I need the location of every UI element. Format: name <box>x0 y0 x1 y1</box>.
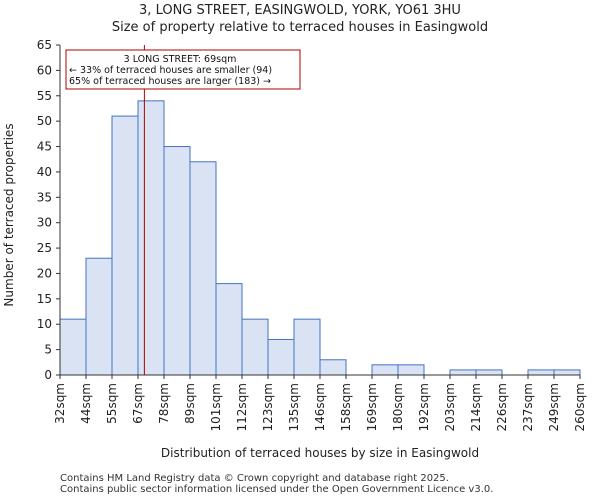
x-tick-label-44sqm: 44sqm <box>79 383 93 424</box>
y-tick-label-30: 30 <box>37 216 52 230</box>
bar-89sqm <box>189 161 217 376</box>
y-tick-label-10: 10 <box>37 317 52 331</box>
bar-169sqm <box>371 364 399 376</box>
bar-67sqm <box>137 100 165 376</box>
y-tick-label-35: 35 <box>37 190 52 204</box>
x-tick-label-237sqm: 237sqm <box>521 383 535 431</box>
histogram-chart: 0 5 10 15 20 25 30 35 40 45 50 55 60 65 32sqm 44sqm 55sq… <box>2 38 587 460</box>
annotation-line-3: 65% of terraced houses are larger (183) … <box>69 76 271 87</box>
x-tick-label-192sqm: 192sqm <box>417 383 431 431</box>
bar-180sqm <box>397 364 425 376</box>
x-tick-label-214sqm: 214sqm <box>469 383 483 431</box>
bars-group <box>59 100 581 376</box>
bar-237sqm <box>527 369 555 376</box>
bar-249sqm <box>553 369 581 376</box>
bar-78sqm <box>163 146 191 376</box>
y-tick-label-5: 5 <box>44 343 52 357</box>
y-tick-label-55: 55 <box>37 89 52 103</box>
bar-55sqm <box>111 115 139 376</box>
bar-203sqm <box>449 369 477 376</box>
y-tick-label-60: 60 <box>37 63 52 77</box>
x-tick-label-169sqm: 169sqm <box>365 383 379 431</box>
annotation-line-1: 3 LONG STREET: 69sqm <box>124 54 237 65</box>
x-tick-label-260sqm: 260sqm <box>573 383 587 431</box>
y-axis-label: Number of terraced properties <box>2 123 16 306</box>
y-tick-label-50: 50 <box>37 114 52 128</box>
bar-214sqm <box>475 369 503 376</box>
y-tick-label-25: 25 <box>37 241 52 255</box>
y-tick-label-15: 15 <box>37 292 52 306</box>
y-tick-label-0: 0 <box>44 368 52 382</box>
bar-101sqm <box>215 283 243 376</box>
y-tick-label-20: 20 <box>37 266 52 280</box>
bar-112sqm <box>241 318 269 376</box>
bar-44sqm <box>85 257 113 376</box>
x-tick-label-32sqm: 32sqm <box>53 383 67 424</box>
footer-line-1: Contains HM Land Registry data © Crown c… <box>60 473 449 484</box>
x-tick-label-158sqm: 158sqm <box>339 383 353 431</box>
footer-line-2: Contains public sector information licen… <box>60 484 494 495</box>
annotation-box: 3 LONG STREET: 69sqm← 33% of terraced ho… <box>65 49 301 90</box>
x-tick-label-135sqm: 135sqm <box>287 383 301 431</box>
annotation-line-2: ← 33% of terraced houses are smaller (94… <box>69 65 272 76</box>
bar-146sqm <box>319 359 347 376</box>
axes-group: 0 5 10 15 20 25 30 35 40 45 50 55 60 65 32sqm 44sqm 55sq… <box>2 38 587 460</box>
x-tick-label-89sqm: 89sqm <box>183 383 197 424</box>
chart-subtitle: Size of property relative to terraced ho… <box>111 20 489 35</box>
x-tick-label-78sqm: 78sqm <box>157 383 171 424</box>
x-tick-label-203sqm: 203sqm <box>443 383 457 431</box>
x-tick-label-226sqm: 226sqm <box>495 383 509 431</box>
annotation-frame <box>65 49 301 90</box>
x-tick-label-112sqm: 112sqm <box>235 383 249 431</box>
y-tick-label-65: 65 <box>37 38 52 52</box>
x-tick-label-123sqm: 123sqm <box>261 383 275 431</box>
y-tick-label-40: 40 <box>37 165 52 179</box>
x-tick-label-101sqm: 101sqm <box>209 383 223 431</box>
bar-135sqm <box>293 318 321 376</box>
x-tick-label-180sqm: 180sqm <box>391 383 405 431</box>
x-axis-label: Distribution of terraced houses by size … <box>161 446 479 460</box>
x-tick-label-55sqm: 55sqm <box>105 383 119 424</box>
x-tick-label-67sqm: 67sqm <box>131 383 145 424</box>
chart-title: 3, LONG STREET, EASINGWOLD, YORK, YO61 3… <box>139 3 461 18</box>
x-tick-label-249sqm: 249sqm <box>547 383 561 431</box>
y-tick-label-45: 45 <box>37 140 52 154</box>
x-tick-label-146sqm: 146sqm <box>313 383 327 431</box>
bar-32sqm <box>59 318 87 376</box>
bar-123sqm <box>267 338 295 376</box>
